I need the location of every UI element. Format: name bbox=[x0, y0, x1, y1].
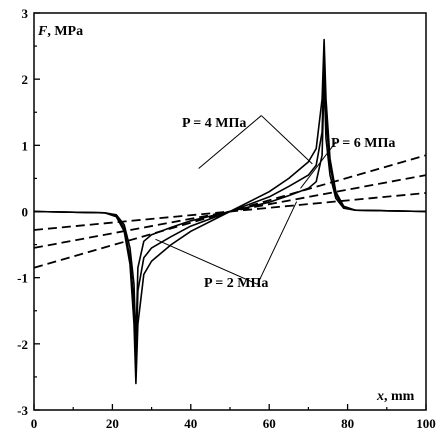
plot-lines bbox=[33, 38, 427, 385]
x-tick-label: 0 bbox=[31, 416, 38, 431]
annotation-leader bbox=[261, 115, 313, 165]
y-tick-label: 1 bbox=[22, 138, 29, 153]
y-axis-title: F, MPa bbox=[37, 24, 83, 39]
y-tick-label: -3 bbox=[17, 403, 28, 418]
y-tick-label: 2 bbox=[22, 72, 29, 87]
annotation-p2: P = 2 MПa bbox=[204, 276, 268, 291]
annotation-leader bbox=[300, 141, 337, 189]
x-axis-title: x, mm bbox=[376, 389, 415, 404]
annotation-leader bbox=[256, 201, 298, 285]
annotation-p4: P = 4 MПa bbox=[182, 116, 246, 131]
x-tick-label: 100 bbox=[416, 416, 436, 431]
annotation-leader bbox=[198, 115, 262, 169]
x-tick-label: 40 bbox=[184, 416, 197, 431]
y-tick-label: 3 bbox=[22, 6, 29, 21]
axis-ticks: 0 20 40 60 80 100 -3 -2 -1 0 1 2 3 bbox=[17, 6, 436, 431]
x-tick-label: 80 bbox=[341, 416, 354, 431]
y-tick-label: -1 bbox=[17, 271, 28, 286]
annotation-leaders bbox=[155, 115, 337, 285]
annotation-leader bbox=[155, 238, 258, 285]
x-tick-label: 20 bbox=[106, 416, 119, 431]
y-tick-label: 0 bbox=[22, 205, 29, 220]
y-tick-label: -2 bbox=[17, 337, 28, 352]
series-line-6 bbox=[33, 192, 427, 231]
x-tick-label: 60 bbox=[263, 416, 276, 431]
annotation-p6: P = 6 MПa bbox=[331, 136, 395, 151]
